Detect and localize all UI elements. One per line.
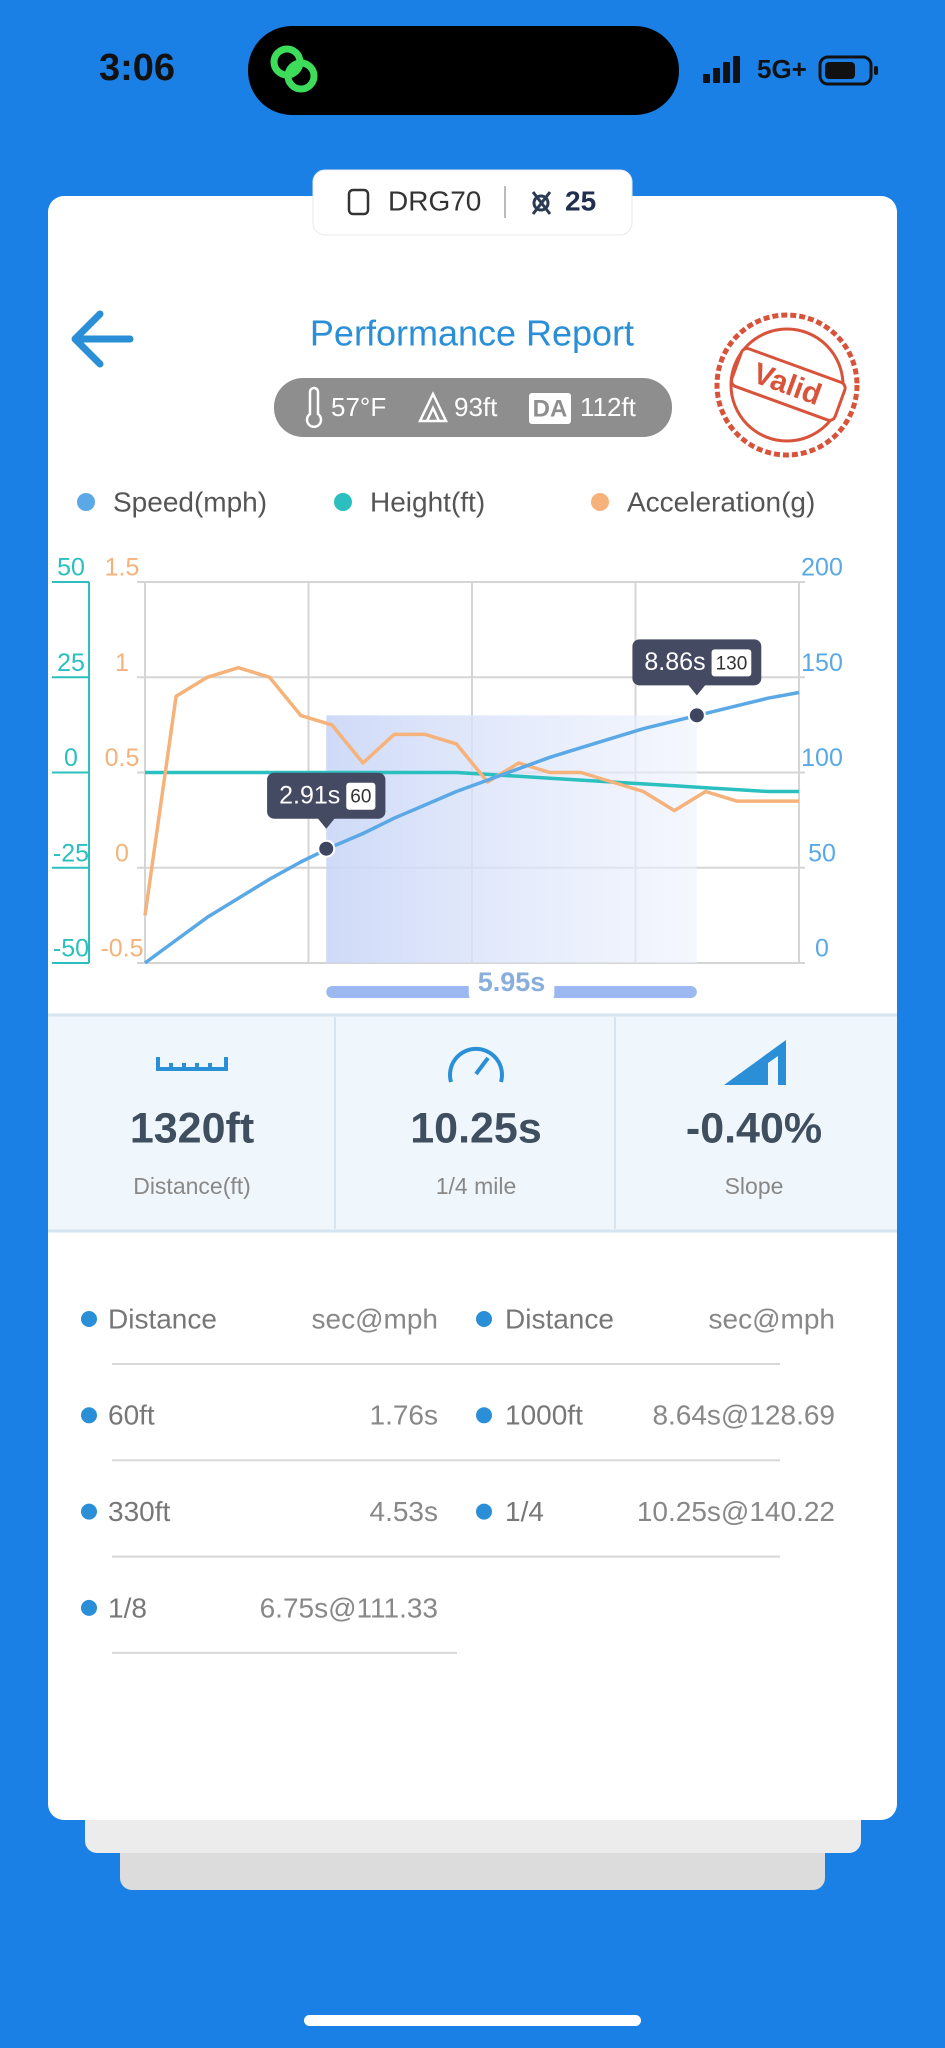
device-count: 25 (565, 185, 596, 216)
slope-icon (724, 1040, 786, 1085)
y3-tick-label: 0 (115, 839, 129, 867)
tooltip-pointer (687, 684, 706, 696)
chart: Speed(mph) Height(ft) Acceleration(g) 50 25 0… (52, 486, 843, 1002)
tooltip-label: 8.86s (644, 648, 705, 676)
row-name: 1/4 (505, 1496, 544, 1527)
altitude: 93ft (454, 392, 498, 422)
gauge-icon (448, 1046, 504, 1083)
device-name: DRG70 (388, 185, 481, 216)
bullet (476, 1503, 492, 1520)
series-line (145, 770, 799, 794)
results-table: Distance sec@mph Distance sec@mph 60ft 1.76s 1… (81, 1303, 835, 1654)
card (48, 196, 897, 1820)
device-icon (347, 188, 370, 216)
count-icon (531, 191, 552, 215)
stat-value: 1320ft (130, 1104, 254, 1152)
tooltip-value-bg (346, 782, 376, 810)
tooltip-pointer (317, 817, 336, 829)
status-time: 3:06 (99, 47, 175, 89)
bullet (81, 1407, 97, 1424)
y2-tick-label: 0 (815, 935, 829, 963)
range-label: 5.95s (478, 967, 546, 997)
tooltip-value-bg (711, 649, 752, 677)
tooltip-value: 60 (350, 787, 371, 808)
da-badge-label: DA (533, 395, 568, 422)
app-icon (270, 45, 318, 93)
bullet (476, 1407, 492, 1424)
row-name: 1000ft (505, 1400, 583, 1431)
stat-label: 1/4 mile (436, 1173, 517, 1199)
signal-icon (703, 56, 740, 83)
stat-value: -0.40% (686, 1104, 822, 1152)
legend-label: Height(ft) (370, 486, 485, 517)
network-label: 5G+ (757, 54, 807, 84)
back-button[interactable] (71, 310, 134, 368)
legend-marker (334, 493, 352, 511)
y3-tick-label: 1.5 (105, 554, 140, 582)
conditions-pill (274, 378, 672, 437)
home-indicator (304, 2015, 641, 2026)
legend-label: Acceleration(g) (627, 486, 815, 517)
bullet (81, 1503, 97, 1520)
row-value: sec@mph (312, 1303, 438, 1334)
da-badge (529, 393, 571, 424)
dynamic-island (248, 26, 679, 115)
device-pill (312, 169, 633, 236)
y-tick-label: 25 (57, 649, 85, 677)
row-value: 6.75s@111.33 (260, 1592, 438, 1623)
range-label-bg (468, 966, 555, 1002)
stat-label: Distance(ft) (133, 1173, 251, 1199)
row-name: Distance (108, 1303, 217, 1334)
y2-tick-label: 150 (801, 649, 843, 677)
row-value: 4.53s (370, 1496, 439, 1527)
stat-label: Slope (725, 1173, 784, 1199)
row-name: 1/8 (108, 1592, 147, 1623)
y-tick-label: -50 (53, 935, 89, 963)
y-tick-label: 50 (57, 554, 85, 582)
y2-tick-label: 100 (801, 744, 843, 772)
row-value: 8.64s@128.69 (652, 1400, 835, 1431)
range-highlight (326, 715, 697, 963)
y3-tick-label: -0.5 (100, 935, 143, 963)
data-point (317, 839, 336, 858)
altitude-icon (418, 391, 448, 423)
y-tick-label: -25 (53, 839, 89, 867)
y2-tick-label: 200 (801, 554, 843, 582)
row-name: Distance (505, 1303, 614, 1334)
tooltip-value: 130 (716, 653, 748, 674)
legend-marker (77, 493, 95, 511)
bullet (81, 1599, 97, 1616)
density-altitude: 112ft (580, 392, 637, 422)
row-value: sec@mph (709, 1303, 835, 1334)
temperature: 57°F (331, 392, 386, 422)
thermometer-icon (305, 386, 323, 428)
y2-tick-label: 50 (808, 839, 836, 867)
data-point (687, 706, 706, 725)
stats: 1320ft Distance(ft) 10.25s 1/4 mile -0.40% Sl… (130, 1104, 822, 1199)
bullet (81, 1311, 97, 1327)
tooltip-label: 2.91s (279, 781, 340, 809)
bullet (476, 1311, 492, 1327)
page-title: Performance Report (310, 313, 634, 354)
row-name: 60ft (108, 1400, 155, 1431)
legend-label: Speed(mph) (113, 486, 267, 517)
y3-tick-label: 1 (115, 649, 129, 677)
y-tick-label: 0 (64, 744, 78, 772)
y3-tick-label: 0.5 (105, 744, 140, 772)
battery-icon (818, 55, 878, 86)
row-value: 1.76s (370, 1400, 439, 1431)
series-line (143, 665, 799, 916)
row-name: 330ft (108, 1496, 170, 1527)
ruler-icon (156, 1057, 228, 1071)
legend-marker (591, 493, 609, 511)
stat-value: 10.25s (410, 1104, 542, 1152)
row-value: 10.25s@140.22 (637, 1496, 835, 1527)
